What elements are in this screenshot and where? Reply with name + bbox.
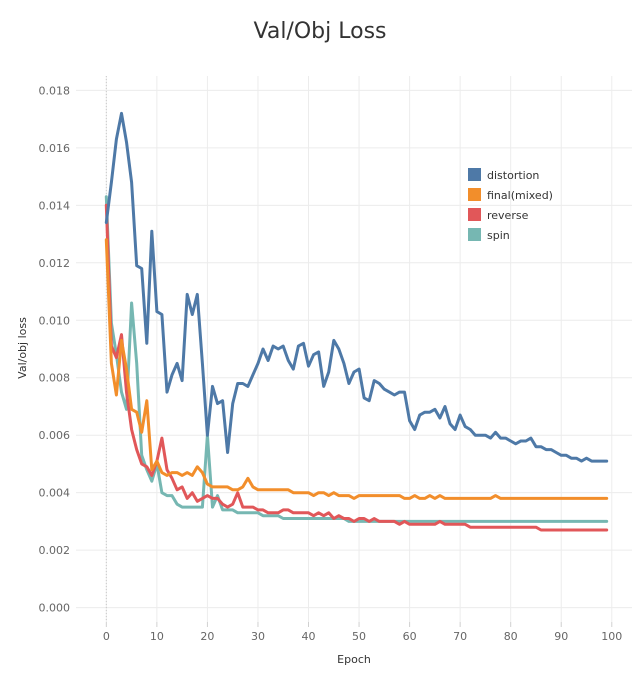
- legend-item[interactable]: distortion: [468, 168, 539, 182]
- legend-label: distortion: [487, 169, 539, 182]
- legend-swatch: [468, 168, 481, 181]
- series-line-spin: [104, 195, 609, 523]
- x-tick-label: 20: [200, 630, 214, 643]
- y-axis-ticks: 0.000 0.002 0.004 0.006 0.008 0.010 0.012 0.014…: [39, 84, 71, 614]
- x-axis-label: Epoch: [337, 653, 371, 666]
- x-tick-label: 10: [150, 630, 164, 643]
- y-axis-label: Val/obj loss: [16, 317, 29, 379]
- grid: [76, 76, 632, 627]
- legend-item[interactable]: reverse: [468, 208, 529, 222]
- x-axis-ticks: 0 10 20 30 40 50 60 70 80 90 100: [103, 630, 622, 643]
- y-tick-label: 0.016: [39, 142, 71, 155]
- chart-title: Val/Obj Loss: [254, 19, 387, 44]
- x-tick-label: 60: [403, 630, 417, 643]
- series-line-final-mixed-: [104, 238, 609, 500]
- y-tick-label: 0.012: [39, 257, 71, 270]
- y-tick-label: 0.002: [39, 544, 71, 557]
- x-tick-label: 70: [453, 630, 467, 643]
- y-tick-label: 0.018: [39, 84, 71, 97]
- series-line-reverse: [104, 203, 609, 532]
- y-tick-label: 0.008: [39, 372, 71, 385]
- series-lines: [104, 111, 609, 532]
- x-tick-label: 40: [302, 630, 316, 643]
- legend-swatch: [468, 188, 481, 201]
- x-tick-label: 30: [251, 630, 265, 643]
- y-tick-label: 0.004: [39, 487, 71, 500]
- y-tick-label: 0.000: [39, 602, 71, 615]
- series-line-distortion: [104, 111, 609, 463]
- x-tick-label: 0: [103, 630, 110, 643]
- legend-swatch: [468, 228, 481, 241]
- legend-item[interactable]: spin: [468, 228, 510, 242]
- x-tick-label: 50: [352, 630, 366, 643]
- legend[interactable]: distortion final(mixed) reverse spin: [468, 168, 553, 242]
- x-tick-label: 100: [601, 630, 622, 643]
- x-tick-label: 90: [554, 630, 568, 643]
- legend-label: reverse: [487, 209, 529, 222]
- x-tick-label: 80: [504, 630, 518, 643]
- y-tick-label: 0.006: [39, 429, 71, 442]
- y-tick-label: 0.014: [39, 199, 71, 212]
- legend-label: spin: [487, 229, 510, 242]
- legend-item[interactable]: final(mixed): [468, 188, 553, 202]
- legend-label: final(mixed): [487, 189, 553, 202]
- legend-swatch: [468, 208, 481, 221]
- y-tick-label: 0.010: [39, 314, 71, 327]
